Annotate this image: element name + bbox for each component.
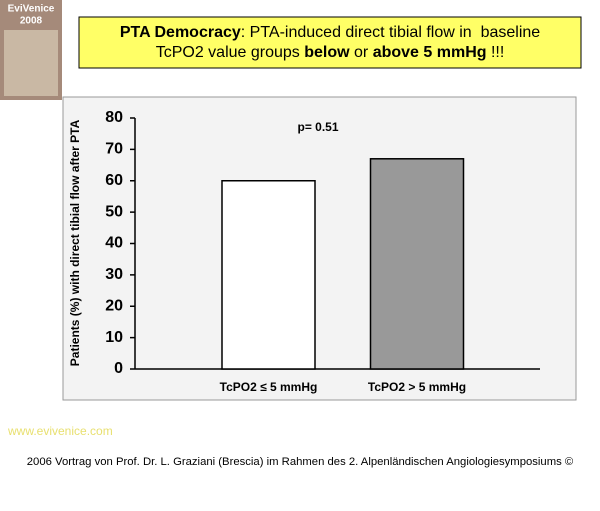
logo-text: EviVenice <box>8 4 55 15</box>
y-tick-label: 50 <box>105 203 123 220</box>
caption: 2006 Vortrag von Prof. Dr. L. Graziani (… <box>27 456 574 468</box>
chart-frame <box>62 96 577 401</box>
title-segment: above 5 mmHg <box>373 44 487 61</box>
title-segment: !!! <box>487 44 505 61</box>
y-tick-label: 80 <box>105 109 123 126</box>
title-segment: TcPO2 value groups <box>156 44 305 61</box>
y-tick-label: 30 <box>105 266 123 283</box>
y-tick-label: 70 <box>105 141 123 158</box>
y-tick-label: 10 <box>105 329 123 346</box>
title-box <box>78 16 582 69</box>
y-axis-label: Patients (%) with direct tibial flow aft… <box>68 119 82 366</box>
title-segment: : PTA-induced direct tibial flow in base… <box>241 24 541 41</box>
chart-title: PTA Democracy: PTA-induced direct tibial… <box>120 24 540 41</box>
annotation: p= 0.51 <box>297 120 338 134</box>
title-segment: below <box>304 44 350 61</box>
website: www.evivenice.com <box>7 424 113 438</box>
bar <box>221 180 316 370</box>
y-tick-label: 20 <box>105 297 123 314</box>
bar <box>369 158 465 370</box>
x-tick-label: TcPO2 > 5 mmHg <box>368 380 466 394</box>
x-tick-label: TcPO2 ≤ 5 mmHg <box>220 380 318 394</box>
title-segment: PTA Democracy <box>120 24 241 41</box>
y-tick-label: 40 <box>105 235 123 252</box>
y-tick-label: 0 <box>114 360 123 377</box>
title-segment: or <box>350 44 373 61</box>
logo-picture <box>4 30 58 96</box>
y-tick-label: 60 <box>105 172 123 189</box>
chart-title: TcPO2 value groups below or above 5 mmHg… <box>156 44 505 61</box>
logo-year: 2008 <box>20 16 43 27</box>
